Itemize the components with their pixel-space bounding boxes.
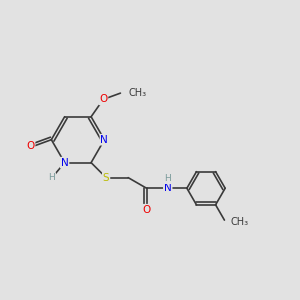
Text: O: O: [26, 141, 34, 151]
Text: O: O: [99, 94, 107, 104]
Text: N: N: [61, 158, 68, 168]
Text: N: N: [100, 135, 108, 145]
Text: S: S: [103, 172, 110, 183]
Text: CH₃: CH₃: [231, 218, 249, 227]
Text: H: H: [164, 174, 171, 183]
Text: CH₃: CH₃: [129, 88, 147, 98]
Text: H: H: [49, 173, 55, 182]
Text: O: O: [142, 205, 151, 215]
Text: N: N: [164, 183, 172, 193]
